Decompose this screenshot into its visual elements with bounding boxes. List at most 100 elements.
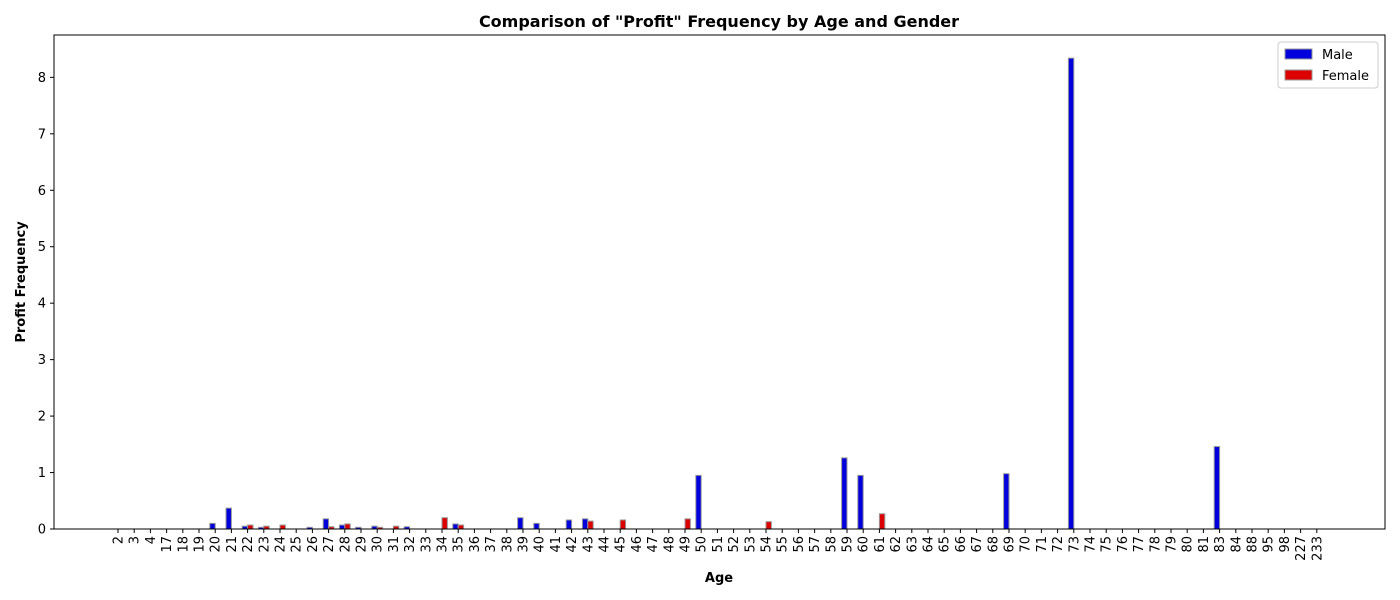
x-tick-label: 63 [905, 536, 920, 553]
x-tick-label: 66 [954, 536, 969, 553]
bar-male-83 [1213, 446, 1221, 530]
x-tick-label: 74 [1084, 536, 1099, 553]
x-tick-label: 55 [776, 536, 791, 553]
x-tick-label: 37 [484, 536, 499, 553]
x-tick-label: 38 [500, 536, 515, 553]
bar-male-43 [581, 518, 589, 530]
bar-male-20 [209, 522, 216, 530]
x-tick-label: 72 [1051, 536, 1066, 553]
x-tick-label: 41 [549, 536, 564, 553]
x-tick-label: 24 [274, 536, 289, 553]
x-tick-label: 20 [209, 536, 224, 553]
bar-male-35 [452, 523, 459, 530]
bar-male-39 [517, 517, 524, 530]
y-tick-label: 8 [38, 71, 46, 86]
x-tick-label: 30 [371, 536, 386, 553]
y-tick-label: 3 [38, 353, 46, 368]
x-tick-label: 2 [112, 536, 127, 544]
x-tick-label: 60 [857, 536, 872, 553]
y-tick-label: 0 [38, 523, 46, 538]
legend-swatch-male [1284, 48, 1313, 60]
x-tick-label: 33 [419, 536, 434, 553]
bar-female-28 [344, 523, 351, 530]
y-tick-label: 1 [38, 466, 46, 481]
x-tick-label: 76 [1116, 536, 1131, 553]
y-tick-label: 2 [38, 410, 46, 425]
bar-male-73 [1067, 57, 1075, 530]
bar-male-27 [322, 518, 330, 530]
x-axis: 2 3 4 17 18 19 20 21 22 23 24 25 26 27 28 29 30 31 32 33 34 3… [112, 529, 1325, 561]
bar-male-28 [338, 524, 346, 530]
x-tick-label: 40 [533, 536, 548, 553]
y-axis: 0 1 2 3 4 5 6 7 8 [38, 71, 54, 538]
x-tick-label: 68 [986, 536, 1001, 553]
x-tick-label: 227 [1294, 536, 1309, 561]
x-tick-label: 78 [1148, 536, 1163, 553]
x-tick-label: 70 [1019, 536, 1034, 553]
x-tick-label: 98 [1278, 536, 1293, 553]
x-tick-label: 80 [1181, 536, 1196, 553]
x-tick-label: 18 [176, 536, 191, 553]
bars-group [209, 57, 1221, 530]
x-tick-label: 27 [322, 536, 337, 553]
x-tick-label: 52 [727, 536, 742, 553]
x-tick-label: 36 [468, 536, 483, 553]
bar-female-22 [247, 524, 254, 530]
x-tick-label: 31 [387, 536, 402, 553]
x-tick-label: 59 [841, 536, 856, 553]
chart-title: Comparison of "Profit" Frequency by Age … [479, 12, 959, 31]
plot-area-frame [53, 34, 1386, 530]
x-tick-label: 29 [355, 536, 370, 553]
x-tick-label: 35 [452, 536, 467, 553]
bar-female-45 [619, 519, 627, 530]
x-tick-label: 79 [1165, 536, 1180, 553]
x-tick-label: 47 [646, 536, 661, 553]
bar-male-21 [225, 507, 232, 530]
x-tick-label: 73 [1067, 536, 1082, 553]
x-axis-label: Age [705, 571, 733, 586]
bar-female-34 [441, 517, 448, 530]
legend-label-female: Female [1322, 69, 1369, 84]
x-tick-label: 83 [1213, 536, 1228, 553]
y-tick-label: 5 [38, 240, 46, 255]
bar-male-42 [565, 519, 573, 530]
y-tick-label: 4 [38, 297, 46, 312]
x-tick-label: 95 [1262, 536, 1277, 553]
bar-female-24 [279, 524, 286, 530]
x-tick-label: 46 [630, 536, 645, 553]
x-tick-label: 62 [889, 536, 904, 553]
bar-female-61 [878, 513, 886, 530]
x-tick-label: 50 [695, 536, 710, 553]
x-tick-label: 88 [1246, 536, 1261, 553]
x-tick-label: 19 [193, 536, 208, 553]
bar-male-50 [695, 474, 702, 530]
x-tick-label: 81 [1197, 536, 1212, 553]
x-tick-label: 51 [711, 536, 726, 553]
legend-label-male: Male [1322, 48, 1353, 63]
legend: Male Female [1277, 41, 1379, 89]
x-tick-label: 42 [565, 536, 580, 553]
x-tick-label: 39 [517, 536, 532, 553]
bar-male-60 [857, 474, 864, 530]
x-tick-label: 48 [662, 536, 677, 553]
y-axis-label: Profit Frequency [14, 221, 29, 343]
x-tick-label: 75 [1100, 536, 1115, 553]
x-tick-label: 49 [679, 536, 694, 553]
x-tick-label: 233 [1310, 536, 1325, 561]
x-tick-label: 25 [290, 536, 305, 553]
x-tick-label: 21 [225, 536, 240, 553]
x-tick-label: 61 [873, 536, 888, 553]
bar-female-54 [765, 521, 772, 530]
x-tick-label: 44 [598, 536, 613, 553]
x-tick-label: 3 [128, 536, 143, 544]
x-tick-label: 45 [614, 536, 629, 553]
bar-female-49 [684, 518, 691, 530]
x-tick-label: 34 [436, 536, 451, 553]
x-tick-label: 43 [581, 536, 596, 553]
x-tick-label: 64 [922, 536, 937, 553]
bar-female-43 [587, 520, 594, 530]
x-tick-label: 54 [760, 536, 775, 553]
x-tick-label: 58 [824, 536, 839, 553]
